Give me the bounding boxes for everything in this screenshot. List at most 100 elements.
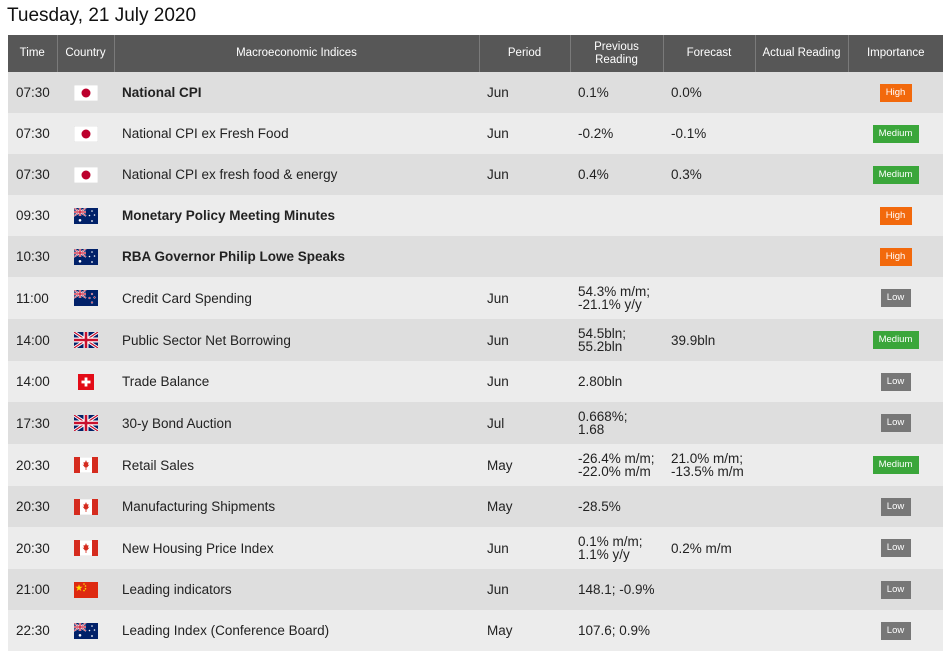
table-row[interactable]: 21:00 Leading indicators Jun 148.1; -0.9% Lo…: [8, 569, 943, 610]
indicator-cell[interactable]: Manufacturing Shipments: [114, 486, 479, 527]
previous-line: 0.1%: [578, 85, 609, 100]
forecast-cell: 0.3%: [663, 154, 755, 195]
header-country[interactable]: Country: [57, 35, 115, 72]
period-cell: [479, 195, 570, 236]
table-row[interactable]: 14:00 Trade Balance Jun 2.80bln Low: [8, 361, 943, 402]
country-cell: [57, 236, 114, 277]
actual-cell: [755, 527, 848, 569]
country-cell: [57, 569, 114, 610]
indicator-cell[interactable]: Monetary Policy Meeting Minutes: [114, 195, 479, 236]
importance-badge: High: [879, 247, 912, 266]
importance-badge: Low: [880, 497, 911, 516]
actual-cell: [755, 113, 848, 154]
table-row[interactable]: 17:30 30-y Bond Auction Jul 0.668%; 1.68 Low: [8, 402, 943, 444]
period-cell: May: [479, 444, 570, 486]
header-previous[interactable]: Previous Reading: [570, 35, 664, 72]
importance-badge: High: [879, 206, 912, 225]
importance-cell: High: [848, 236, 943, 277]
previous-line: -22.0% m/m: [578, 464, 651, 479]
importance-badge: Low: [880, 580, 911, 599]
importance-cell: Medium: [848, 113, 943, 154]
country-cell: [57, 527, 114, 569]
period-cell: Jun: [479, 361, 570, 402]
forecast-cell: [663, 236, 755, 277]
forecast-cell: 0.0%: [663, 72, 755, 113]
country-cell: [57, 113, 114, 154]
forecast-line: -0.1%: [671, 126, 707, 141]
table-row[interactable]: 07:30 National CPI Jun 0.1% 0.0% High: [8, 72, 943, 113]
period-cell: Jun: [479, 154, 570, 195]
economic-calendar-table: Time Country Macroeconomic Indices Perio…: [8, 35, 943, 651]
forecast-line: 39.9bln: [671, 332, 716, 348]
forecast-cell: [663, 361, 755, 402]
previous-line: -0.2%: [578, 126, 614, 141]
indicator-cell[interactable]: Retail Sales: [114, 444, 479, 486]
time-cell: 14:00: [8, 361, 57, 402]
header-actual[interactable]: Actual Reading: [755, 35, 849, 72]
australia-flag-icon: [73, 622, 98, 639]
table-row[interactable]: 07:30 National CPI ex Fresh Food Jun -0.2% -…: [8, 113, 943, 154]
canada-flag-icon: [73, 498, 98, 515]
indicator-cell[interactable]: Credit Card Spending: [114, 277, 479, 319]
indicator-cell[interactable]: Trade Balance: [114, 361, 479, 402]
table-row[interactable]: 10:30 RBA Governor Philip Lowe Speaks High: [8, 236, 943, 277]
header-forecast[interactable]: Forecast: [663, 35, 756, 72]
previous-line: 2.80bln: [578, 374, 623, 389]
table-row[interactable]: 22:30 Leading Index (Conference Board) May…: [8, 610, 943, 651]
actual-cell: [755, 195, 848, 236]
australia-flag-icon: [73, 248, 98, 265]
period-cell: Jun: [479, 72, 570, 113]
previous-cell: 0.668%; 1.68: [570, 402, 663, 444]
table-row[interactable]: 20:30 Retail Sales May -26.4% m/m; -22.0% m/…: [8, 444, 943, 486]
previous-line: 0.4%: [578, 167, 609, 182]
indicator-cell[interactable]: 30-y Bond Auction: [114, 402, 479, 444]
indicator-cell[interactable]: National CPI: [114, 72, 479, 113]
table-row[interactable]: 14:00 Public Sector Net Borrowing Jun 54.5b…: [8, 319, 943, 361]
previous-line: 0.1% m/m;: [578, 534, 643, 549]
forecast-cell: 0.2% m/m: [663, 527, 755, 569]
actual-cell: [755, 486, 848, 527]
previous-cell: 54.3% m/m; -21.1% y/y: [570, 277, 663, 319]
canada-flag-icon: [73, 457, 98, 473]
forecast-cell: [663, 569, 755, 610]
importance-badge: Low: [880, 621, 911, 640]
indicator-cell[interactable]: Leading Index (Conference Board): [114, 610, 479, 651]
indicator-cell[interactable]: Leading indicators: [114, 569, 479, 610]
indicator-cell[interactable]: Public Sector Net Borrowing: [114, 319, 479, 361]
actual-cell: [755, 319, 848, 361]
forecast-cell: [663, 195, 755, 236]
time-cell: 20:30: [8, 486, 57, 527]
previous-cell: 2.80bln: [570, 361, 663, 402]
header-time[interactable]: Time: [8, 35, 58, 72]
previous-cell: 54.5bln; 55.2bln: [570, 319, 663, 361]
header-period[interactable]: Period: [479, 35, 571, 72]
header-indices[interactable]: Macroeconomic Indices: [114, 35, 480, 72]
indicator-cell[interactable]: RBA Governor Philip Lowe Speaks: [114, 236, 479, 277]
previous-line: 1.68: [578, 422, 605, 437]
actual-cell: [755, 236, 848, 277]
table-row[interactable]: 09:30 Monetary Policy Meeting Minutes High: [8, 195, 943, 236]
time-cell: 21:00: [8, 569, 57, 610]
table-row[interactable]: 20:30 Manufacturing Shipments May -28.5% Low: [8, 486, 943, 527]
forecast-line: 0.2% m/m: [671, 540, 732, 556]
forecast-cell: 39.9bln: [663, 319, 755, 361]
period-cell: Jun: [479, 113, 570, 154]
forecast-line: -13.5% m/m: [671, 464, 744, 479]
japan-flag-icon: [73, 125, 98, 142]
indicator-cell[interactable]: National CPI ex Fresh Food: [114, 113, 479, 154]
period-cell: [479, 236, 570, 277]
period-cell: May: [479, 610, 570, 651]
indicator-cell[interactable]: National CPI ex fresh food & energy: [114, 154, 479, 195]
indicator-cell[interactable]: New Housing Price Index: [114, 527, 479, 569]
previous-cell: [570, 195, 663, 236]
actual-cell: [755, 610, 848, 651]
country-cell: [57, 277, 114, 319]
table-row[interactable]: 11:00 Credit Card Spending Jun 54.3% m/m; -2…: [8, 277, 943, 319]
actual-cell: [755, 72, 848, 113]
header-importance[interactable]: Importance: [848, 35, 943, 72]
previous-line: 0.668%;: [578, 409, 628, 424]
table-row[interactable]: 20:30 New Housing Price Index Jun 0.1% m/m;…: [8, 527, 943, 569]
uk-flag-icon: [73, 332, 98, 348]
period-cell: Jun: [479, 569, 570, 610]
table-row[interactable]: 07:30 National CPI ex fresh food & energy…: [8, 154, 943, 195]
